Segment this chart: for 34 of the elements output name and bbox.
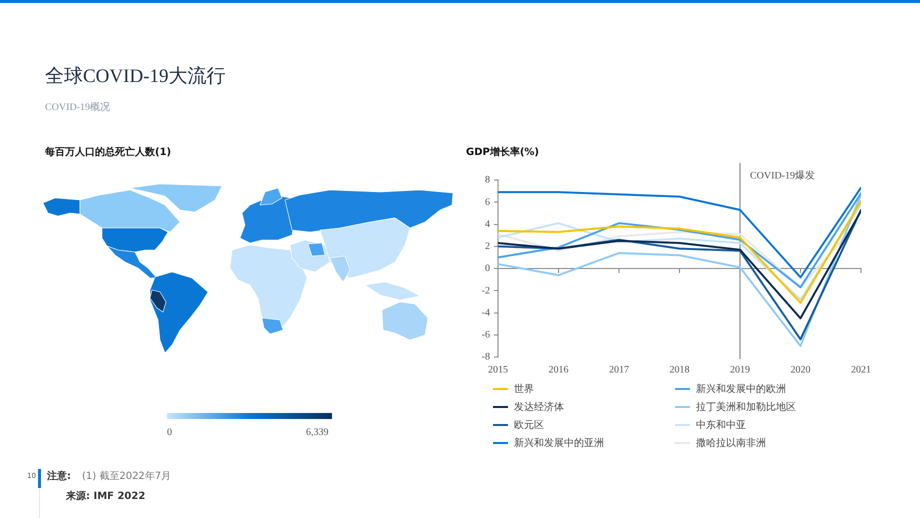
text: 全球COVID-19大流行 xyxy=(45,65,226,89)
text: 0 xyxy=(167,427,172,438)
legend-label: 中东和中亚 xyxy=(696,418,746,432)
source-note: 来源: IMF 2022 xyxy=(66,490,146,503)
x-tick-label: 2015 xyxy=(488,364,508,376)
y-tick-label: 4 xyxy=(485,218,490,230)
y-tick-label: -8 xyxy=(482,352,490,363)
legend-label: 欧元区 xyxy=(514,419,544,432)
y-tick-label: 6 xyxy=(485,196,490,208)
x-tick-label: 2019 xyxy=(730,364,750,376)
y-tick-label: 0 xyxy=(485,263,490,274)
x-tick-label: 2017 xyxy=(609,364,629,376)
chart-title: GDP增长率(%) xyxy=(466,145,539,159)
legend-label: 新兴和发展中的亚洲 xyxy=(514,436,604,450)
x-tick-label: 2021 xyxy=(851,364,871,376)
y-tick-label: -4 xyxy=(482,307,490,318)
text: 注意: xyxy=(47,469,71,483)
y-tick-label: 2 xyxy=(485,241,490,252)
x-tick-label: 2020 xyxy=(790,364,810,376)
legend-label: 发达经济体 xyxy=(514,400,564,414)
text: COVID-19概况 xyxy=(45,100,110,114)
y-tick-label: -2 xyxy=(482,285,490,296)
legend-label: 撒哈拉以南非洲 xyxy=(696,436,766,450)
y-tick-label: 8 xyxy=(485,174,490,186)
legend-label: 拉丁美洲和加勒比地区 xyxy=(696,400,796,414)
text: 6,339 xyxy=(306,427,328,438)
ref-line-label: COVID-19爆发 xyxy=(750,170,815,182)
legend-label: 新兴和发展中的欧洲 xyxy=(696,382,786,396)
y-tick-label: -6 xyxy=(482,330,490,340)
text: (1) 截至2022年7月 xyxy=(82,470,172,483)
x-tick-label: 2016 xyxy=(548,364,568,376)
text: 每百万人口的总死亡人数(1) xyxy=(45,145,172,159)
x-tick-label: 2018 xyxy=(670,364,690,376)
legend-label: 世界 xyxy=(514,382,534,396)
